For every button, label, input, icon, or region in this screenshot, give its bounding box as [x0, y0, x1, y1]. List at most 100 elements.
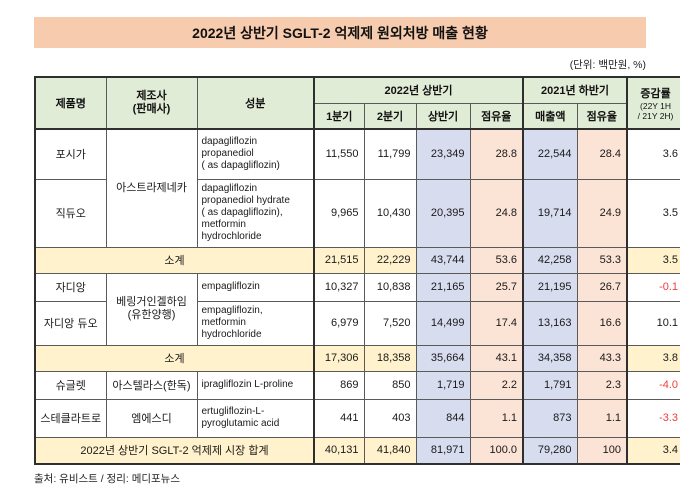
share-prev-value: 1.1 — [576, 398, 629, 438]
col-header-h1: 상반기 — [415, 102, 471, 130]
product-name: 자디앙 — [34, 272, 107, 302]
share-prev-value: 26.7 — [576, 272, 629, 302]
growth-value: -3.3 — [626, 398, 680, 438]
page-title: 2022년 상반기 SGLT-2 억제제 원외처방 매출 현황 — [192, 24, 488, 41]
product-name: 포시가 — [34, 128, 107, 180]
growth-value: -0.1 — [626, 272, 680, 302]
col-header-q2: 2분기 — [363, 102, 417, 130]
group-header-2021-h2: 2021년 하반기 — [522, 76, 629, 104]
growth-value: -4.0 — [626, 370, 680, 400]
q1-value: 21,515 — [313, 246, 365, 274]
q1-value: 9,965 — [313, 178, 365, 248]
growth-value: 3.4 — [626, 436, 680, 465]
q1-value: 40,131 — [313, 436, 365, 465]
sales-value: 1,791 — [522, 370, 578, 400]
col-header-q1: 1분기 — [313, 102, 365, 130]
q2-value: 41,840 — [363, 436, 417, 465]
share-value: 53.6 — [469, 246, 525, 274]
share-prev-value: 28.4 — [576, 128, 629, 180]
share-value: 1.1 — [469, 398, 525, 438]
ingredient: empagliflozin, metformin hydrochloride — [196, 300, 315, 346]
q1-value: 17,306 — [313, 344, 365, 372]
share-prev-value: 24.9 — [576, 178, 629, 248]
q2-value: 403 — [363, 398, 417, 438]
share-value: 2.2 — [469, 370, 525, 400]
total-label: 2022년 상반기 SGLT-2 억제제 시장 합계 — [34, 436, 315, 465]
q2-value: 11,799 — [363, 128, 417, 180]
table-row-forxiga: 포시가 아스트라제네카 dapagliflozin propanediol ( … — [34, 128, 680, 248]
col-header-share-prev: 점유율 — [576, 102, 629, 130]
share-prev-value: 2.3 — [576, 370, 629, 400]
q2-value: 18,358 — [363, 344, 417, 372]
share-prev-value: 43.3 — [576, 344, 629, 372]
product-name: 직듀오 — [34, 178, 107, 248]
group-header-2022-h1: 2022년 상반기 — [313, 76, 525, 104]
q1-value: 869 — [313, 370, 365, 400]
h1-value: 21,165 — [415, 272, 471, 302]
h1-value: 23,349 — [415, 128, 471, 180]
share-prev-value: 16.6 — [576, 300, 629, 346]
h1-value: 1,719 — [415, 370, 471, 400]
h1-value: 14,499 — [415, 300, 471, 346]
sales-value: 873 — [522, 398, 578, 438]
q1-value: 11,550 — [313, 128, 365, 180]
share-value: 28.8 — [469, 128, 525, 180]
manufacturer-msd: 엠에스디 — [105, 398, 198, 438]
q2-value: 22,229 — [363, 246, 417, 274]
table-row-suglat: 슈글렛 아스텔라스(한독) ipragliflozin L-proline 86… — [34, 370, 680, 400]
ingredient: ertugliflozin-L- pyroglutamic acid — [196, 398, 315, 438]
growth-sublabel: (22Y 1H / 21Y 2H) — [637, 100, 674, 121]
growth-value: 3.5 — [626, 246, 680, 274]
product-name: 자디앙 듀오 — [34, 300, 107, 346]
sales-value: 34,358 — [522, 344, 578, 372]
growth-value: 3.5 — [626, 178, 680, 248]
sales-value: 21,195 — [522, 272, 578, 302]
share-value: 100.0 — [469, 436, 525, 465]
total-row: 2022년 상반기 SGLT-2 억제제 시장 합계 40,131 41,840… — [34, 436, 680, 465]
h1-value: 35,664 — [415, 344, 471, 372]
share-value: 17.4 — [469, 300, 525, 346]
growth-value: 3.8 — [626, 344, 680, 372]
sales-table: 제품명 제조사 (판매사) 성분 2022년 상반기 2021년 하반기 증감률… — [34, 76, 680, 465]
q1-value: 6,979 — [313, 300, 365, 346]
q1-value: 441 — [313, 398, 365, 438]
h1-value: 81,971 — [415, 436, 471, 465]
manufacturer-astrazeneca: 아스트라제네카 — [105, 128, 198, 248]
manufacturer-boehringer: 베링거인겔하임 (유한양행) — [105, 272, 198, 346]
share-prev-value: 100 — [576, 436, 629, 465]
product-name: 슈글렛 — [34, 370, 107, 400]
col-header-share: 점유율 — [469, 102, 525, 130]
h1-value: 844 — [415, 398, 471, 438]
source-note: 출처: 유비스트 / 정리: 메디포뉴스 — [34, 473, 181, 485]
share-value: 43.1 — [469, 344, 525, 372]
title-bar: 2022년 상반기 SGLT-2 억제제 원외처방 매출 현황 — [34, 17, 646, 48]
subtotal-row-astrazeneca: 소계 21,515 22,229 43,744 53.6 42,258 53.3… — [34, 246, 680, 274]
table-row-jardiance: 자디앙 베링거인겔하임 (유한양행) empagliflozin 10,327 … — [34, 272, 680, 346]
table-row-xigduo: 직듀오 dapagliflozin propanediol hydrate ( … — [34, 178, 680, 248]
col-header-ingredient: 성분 — [196, 76, 315, 130]
share-value: 25.7 — [469, 272, 525, 302]
q2-value: 7,520 — [363, 300, 417, 346]
col-header-manufacturer: 제조사 (판매사) — [105, 76, 198, 130]
ingredient: empagliflozin — [196, 272, 315, 302]
h1-value: 20,395 — [415, 178, 471, 248]
ingredient: dapagliflozin propanediol ( as dapaglifl… — [196, 128, 315, 180]
col-header-product: 제품명 — [34, 76, 107, 130]
manufacturer-astellas: 아스텔라스(한독) — [105, 370, 198, 400]
col-header-growth: 증감률 (22Y 1H / 21Y 2H) — [626, 76, 680, 130]
col-header-sales: 매출액 — [522, 102, 578, 130]
share-prev-value: 53.3 — [576, 246, 629, 274]
q1-value: 10,327 — [313, 272, 365, 302]
sales-value: 42,258 — [522, 246, 578, 274]
sales-value: 22,544 — [522, 128, 578, 180]
table-row-steglatro: 스테클라트로 엠에스디 ertugliflozin-L- pyroglutami… — [34, 398, 680, 438]
sales-value: 19,714 — [522, 178, 578, 248]
h1-value: 43,744 — [415, 246, 471, 274]
growth-value: 3.6 — [626, 128, 680, 180]
subtotal-label: 소계 — [34, 344, 315, 372]
sales-value: 13,163 — [522, 300, 578, 346]
growth-value: 10.1 — [626, 300, 680, 346]
share-value: 24.8 — [469, 178, 525, 248]
q2-value: 10,838 — [363, 272, 417, 302]
